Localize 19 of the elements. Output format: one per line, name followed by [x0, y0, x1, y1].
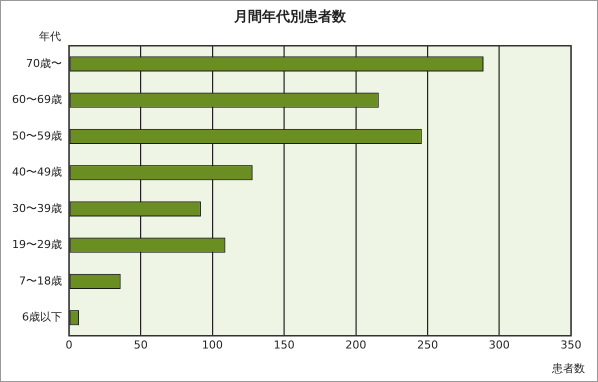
x-tick-label: 0	[65, 338, 72, 352]
y-tick-label: 19〜29歳	[12, 238, 62, 252]
y-axis-title: 年代	[38, 30, 61, 44]
x-tick-label: 200	[345, 338, 366, 352]
x-tick-label: 100	[202, 338, 223, 352]
x-tick-label: 150	[274, 338, 295, 352]
y-tick-label: 70歳〜	[26, 56, 62, 70]
y-tick-label: 50〜59歳	[12, 129, 62, 142]
y-tick-label: 30〜39歳	[12, 202, 62, 215]
x-tick-label: 250	[417, 338, 438, 352]
chart-title: 月間年代別患者数	[233, 9, 347, 26]
x-tick-label: 350	[560, 338, 582, 352]
y-tick-label: 6歳以下	[22, 310, 62, 324]
x-tick-label: 300	[488, 338, 510, 352]
x-axis-title: 患者数	[551, 362, 585, 376]
x-tick-label: 50	[134, 338, 148, 352]
y-tick-label: 7〜18歳	[18, 274, 62, 288]
y-tick-label: 40〜49歳	[12, 166, 62, 179]
y-tick-label: 60〜69歳	[12, 93, 62, 106]
